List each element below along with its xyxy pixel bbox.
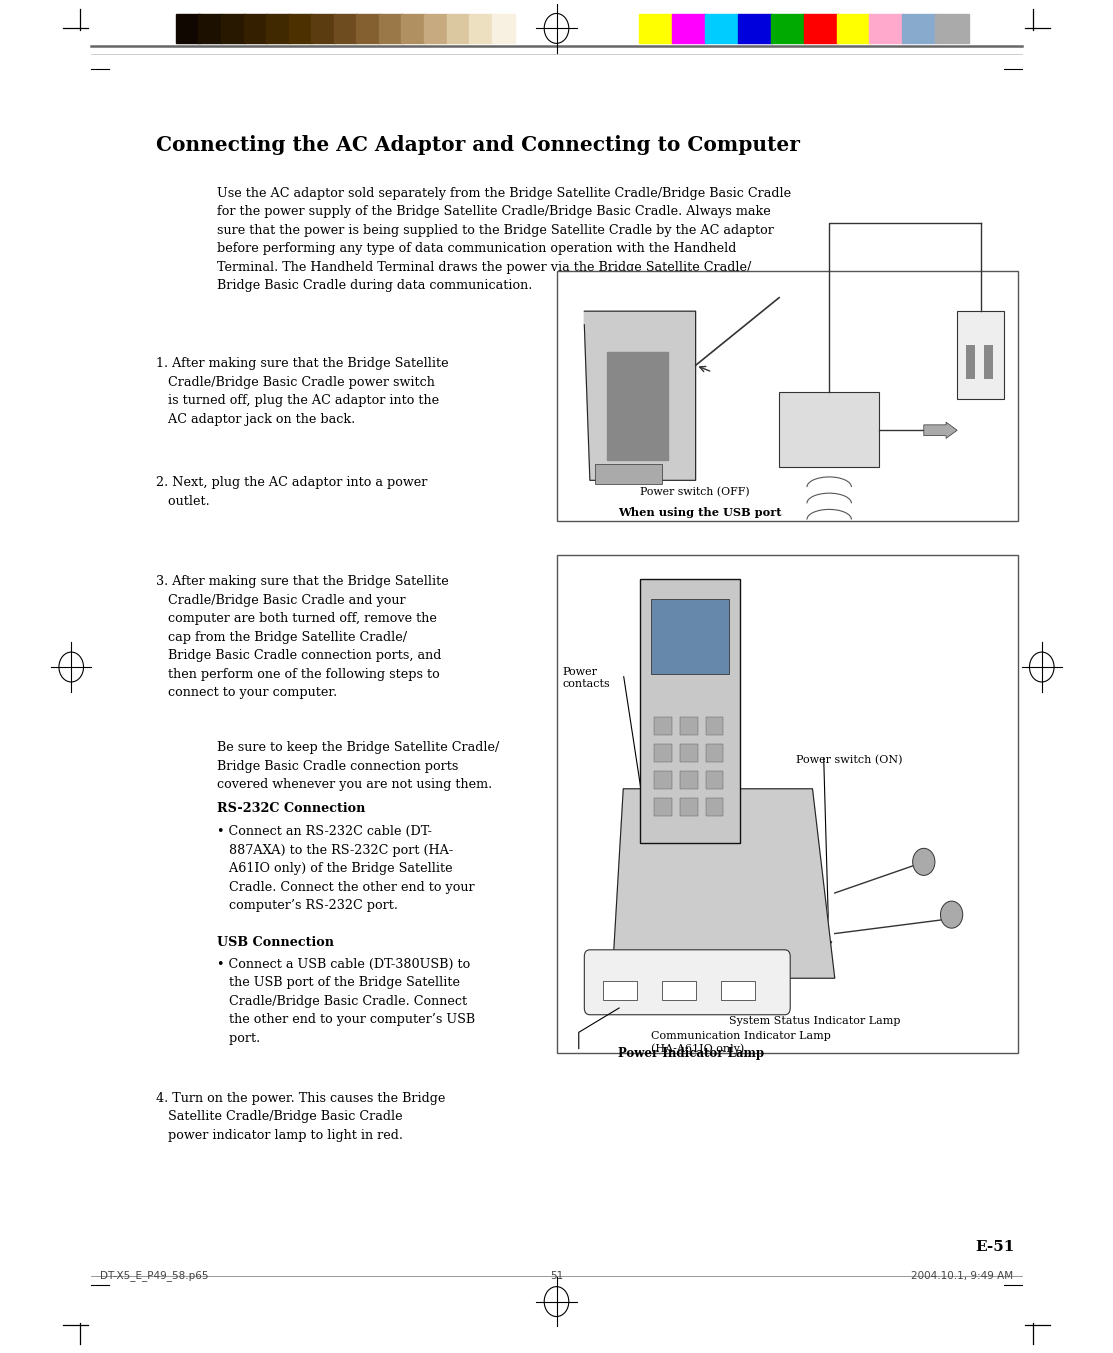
Bar <box>603 981 637 1000</box>
Text: 3. After making sure that the Bridge Satellite
   Cradle/Bridge Basic Cradle and: 3. After making sure that the Bridge Sat… <box>156 575 449 700</box>
Bar <box>556 555 1018 1053</box>
Bar <box>804 14 838 43</box>
Bar <box>770 14 805 43</box>
Text: Be sure to keep the Bridge Satellite Cradle/
Bridge Basic Cradle connection port: Be sure to keep the Bridge Satellite Cra… <box>217 741 500 792</box>
Bar <box>957 311 1004 399</box>
Bar <box>356 14 380 43</box>
Text: • Connect a USB cable (DT-380USB) to
   the USB port of the Bridge Satellite
   : • Connect a USB cable (DT-380USB) to the… <box>217 958 475 1045</box>
Text: Communication Indicator Lamp
(HA-A61IO only): Communication Indicator Lamp (HA-A61IO o… <box>651 1031 831 1054</box>
Text: System Status Indicator Lamp: System Status Indicator Lamp <box>729 1016 900 1026</box>
Text: When using the USB port: When using the USB port <box>618 507 781 518</box>
Bar <box>680 717 698 735</box>
Bar <box>654 771 672 789</box>
Bar <box>492 14 515 43</box>
Bar <box>334 14 357 43</box>
Bar <box>680 744 698 762</box>
Bar <box>244 14 267 43</box>
Bar <box>984 345 993 379</box>
Bar <box>706 798 723 816</box>
Bar <box>706 717 723 735</box>
Text: 2004.10.1, 9:49 AM: 2004.10.1, 9:49 AM <box>910 1272 1013 1281</box>
Bar <box>402 14 425 43</box>
Bar <box>469 14 493 43</box>
Bar <box>221 14 245 43</box>
Text: Power Indicator Lamp: Power Indicator Lamp <box>618 1047 764 1061</box>
Polygon shape <box>607 352 668 460</box>
Text: LINE: LINE <box>721 961 738 970</box>
Bar <box>869 14 904 43</box>
Bar <box>662 981 696 1000</box>
Circle shape <box>913 848 935 875</box>
Text: • Connect an RS-232C cable (DT-
   887AXA) to the RS-232C port (HA-
   A61IO onl: • Connect an RS-232C cable (DT- 887AXA) … <box>217 825 474 912</box>
Bar <box>680 771 698 789</box>
FancyBboxPatch shape <box>584 950 790 1015</box>
Bar <box>651 599 729 674</box>
Polygon shape <box>584 311 696 480</box>
Bar <box>706 744 723 762</box>
Circle shape <box>940 901 963 928</box>
Bar <box>424 14 447 43</box>
Bar <box>176 14 199 43</box>
Bar <box>266 14 289 43</box>
Text: POWER: POWER <box>603 961 631 970</box>
Bar <box>654 744 672 762</box>
Bar <box>738 14 771 43</box>
Text: 4. Turn on the power. This causes the Bridge
   Satellite Cradle/Bridge Basic Cr: 4. Turn on the power. This causes the Br… <box>156 1092 445 1142</box>
Bar <box>639 14 673 43</box>
Text: DATA: DATA <box>662 961 682 970</box>
Bar <box>654 798 672 816</box>
Text: 2. Next, plug the AC adaptor into a power
   outlet.: 2. Next, plug the AC adaptor into a powe… <box>156 476 427 507</box>
Bar <box>903 14 936 43</box>
Text: USB Connection: USB Connection <box>217 936 334 950</box>
Polygon shape <box>612 789 835 978</box>
Bar <box>312 14 335 43</box>
Text: Power switch (ON): Power switch (ON) <box>796 755 903 766</box>
Bar <box>672 14 706 43</box>
Text: Power switch (OFF): Power switch (OFF) <box>640 487 749 498</box>
Text: Power
contacts: Power contacts <box>562 667 610 689</box>
Bar <box>837 14 870 43</box>
Text: 51: 51 <box>550 1272 563 1281</box>
Bar <box>654 717 672 735</box>
Bar <box>556 271 1018 521</box>
Bar <box>966 345 975 379</box>
FancyArrow shape <box>924 422 957 438</box>
Bar <box>680 798 698 816</box>
Text: DT-X5_E_P49_58.p65: DT-X5_E_P49_58.p65 <box>100 1270 208 1281</box>
Bar <box>706 771 723 789</box>
Text: Use the AC adaptor sold separately from the Bridge Satellite Cradle/Bridge Basic: Use the AC adaptor sold separately from … <box>217 187 791 292</box>
Bar <box>640 579 740 843</box>
Bar <box>198 14 223 43</box>
Bar <box>288 14 313 43</box>
Text: E-51: E-51 <box>976 1241 1015 1254</box>
Text: 1. After making sure that the Bridge Satellite
   Cradle/Bridge Basic Cradle pow: 1. After making sure that the Bridge Sat… <box>156 357 449 426</box>
Text: RS-232C Connection: RS-232C Connection <box>217 802 365 816</box>
Bar <box>595 464 662 484</box>
Bar <box>721 981 755 1000</box>
Text: Connecting the AC Adaptor and Connecting to Computer: Connecting the AC Adaptor and Connecting… <box>156 135 800 156</box>
Bar <box>705 14 739 43</box>
Bar <box>378 14 403 43</box>
Bar <box>935 14 969 43</box>
Bar <box>446 14 470 43</box>
Bar <box>779 392 879 467</box>
